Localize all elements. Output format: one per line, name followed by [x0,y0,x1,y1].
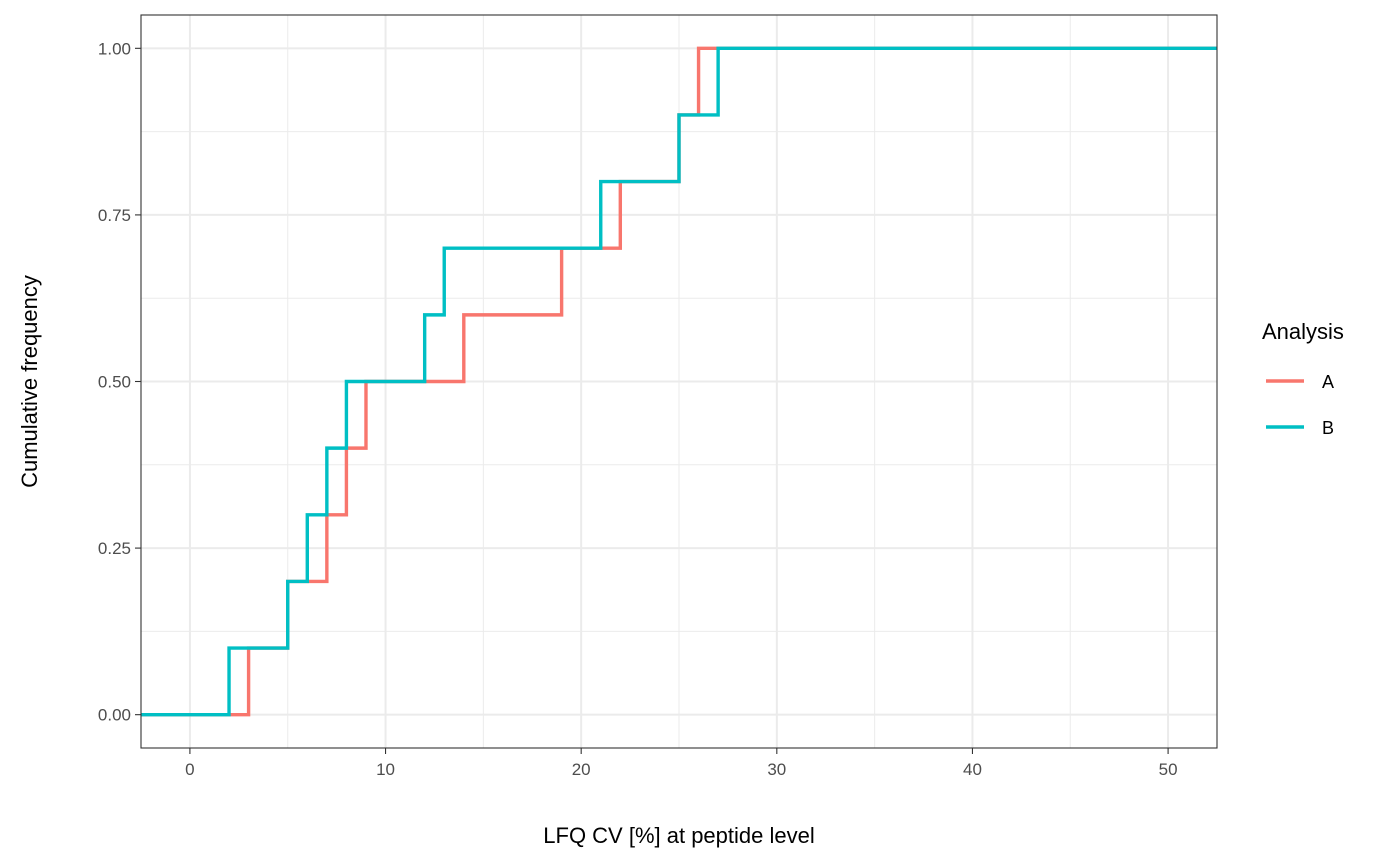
x-tick-label: 40 [963,760,982,779]
y-tick-label: 0.25 [98,539,131,558]
legend-title: Analysis [1262,319,1344,344]
grid-layer [141,15,1217,748]
series-line-B [141,46,1217,717]
y-tick-label: 0.75 [98,206,131,225]
x-axis-title: LFQ CV [%] at peptide level [543,823,814,848]
y-tick-label: 0.50 [98,373,131,392]
y-tick-label: 1.00 [98,39,131,58]
x-tick-label: 50 [1159,760,1178,779]
legend-label-A: A [1322,372,1334,392]
legend-label-B: B [1322,418,1334,438]
series-layer [141,46,1217,717]
y-axis-title: Cumulative frequency [17,275,42,488]
legend: Analysis A B [1262,319,1344,438]
ticks-layer: 0 10 20 30 40 50 0.00 0.25 0.50 0.75 1.00 [98,39,1178,779]
x-tick-label: 20 [572,760,591,779]
x-tick-label: 0 [185,760,194,779]
y-tick-label: 0.00 [98,706,131,725]
x-tick-label: 30 [767,760,786,779]
x-tick-label: 10 [376,760,395,779]
